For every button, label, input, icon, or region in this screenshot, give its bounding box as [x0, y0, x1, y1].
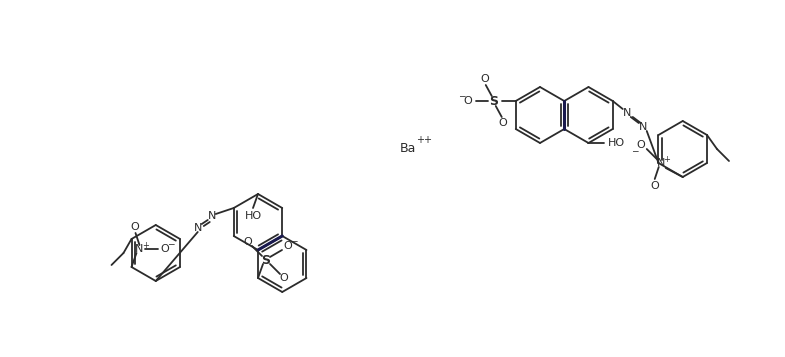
- Text: −: −: [166, 240, 174, 248]
- Text: +: +: [142, 241, 149, 250]
- Text: O: O: [279, 273, 288, 283]
- Text: N: N: [135, 244, 144, 254]
- Text: O: O: [650, 181, 659, 191]
- Text: Ba: Ba: [400, 141, 416, 155]
- Text: O: O: [130, 222, 139, 232]
- Text: N: N: [638, 122, 647, 132]
- Text: O: O: [243, 237, 252, 247]
- Text: HO: HO: [608, 138, 625, 148]
- Text: S: S: [489, 95, 498, 107]
- Text: O: O: [480, 74, 489, 84]
- Text: N: N: [656, 158, 665, 168]
- Text: O: O: [463, 96, 472, 106]
- Text: −: −: [631, 146, 638, 156]
- Text: O: O: [283, 241, 292, 251]
- Text: ++: ++: [416, 135, 432, 145]
- Text: N: N: [194, 223, 202, 233]
- Text: O: O: [160, 244, 169, 254]
- Text: −: −: [458, 91, 466, 101]
- Text: S: S: [261, 253, 271, 266]
- Text: −: −: [290, 236, 298, 246]
- Text: N: N: [623, 108, 631, 118]
- Text: +: +: [663, 155, 670, 164]
- Text: HO: HO: [244, 211, 261, 221]
- Text: O: O: [498, 118, 507, 128]
- Text: N: N: [207, 211, 216, 221]
- Text: O: O: [637, 140, 645, 150]
